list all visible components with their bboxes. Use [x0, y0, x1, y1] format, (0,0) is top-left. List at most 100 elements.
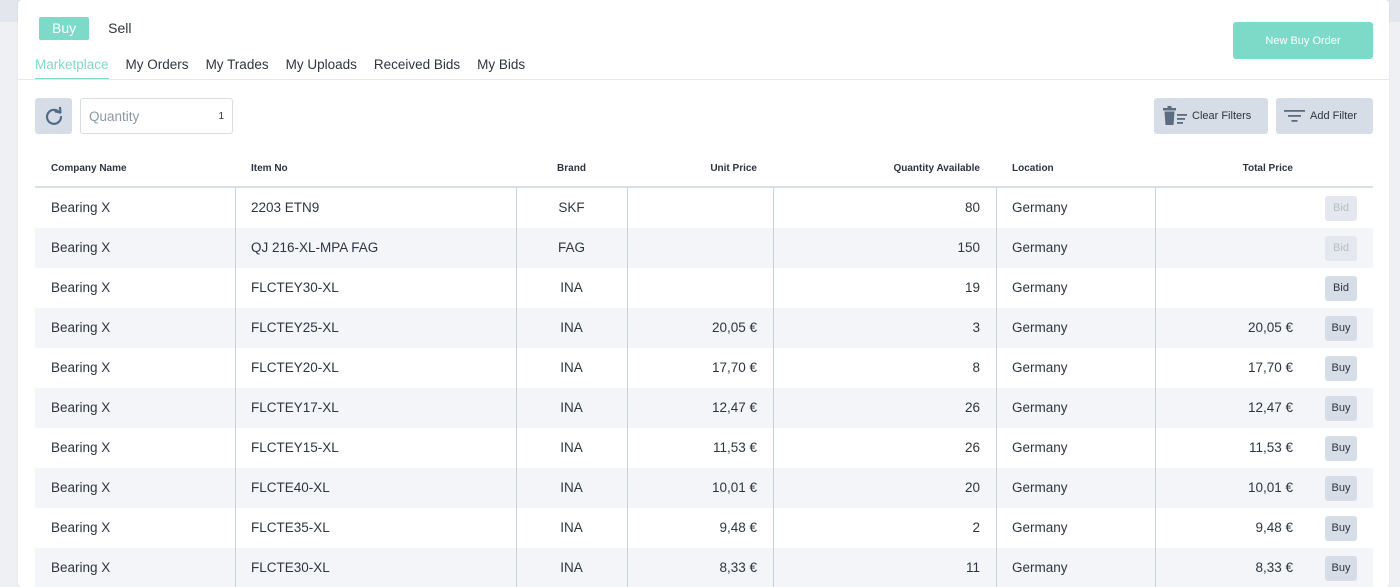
buy-button[interactable]: Buy	[1325, 395, 1357, 421]
company-cell: Bearing X	[51, 480, 111, 495]
total-price-cell: 10,01 €	[1247, 480, 1293, 495]
brand-cell: INA	[560, 480, 583, 495]
sell-mode-button[interactable]: Sell	[108, 20, 132, 36]
add-filter-label: Add Filter	[1310, 110, 1358, 122]
table-row: Bearing X FLCTE40-XL INA 10,01 € 20 Germany 10…	[35, 468, 1373, 508]
location-cell: Germany	[1012, 320, 1068, 335]
quantity-field[interactable]: Quantity 1	[80, 98, 233, 134]
buy-mode-button[interactable]: Buy	[39, 17, 90, 40]
buy-button[interactable]: Buy	[1325, 435, 1357, 461]
location-cell: Germany	[1012, 360, 1068, 375]
new-buy-order-button[interactable]: New Buy Order	[1233, 22, 1373, 59]
unit-price-cell	[627, 268, 773, 308]
quantity-cell: 8	[972, 360, 980, 375]
item-no-cell: FLCTEY15-XL	[251, 440, 339, 455]
location-cell: Germany	[1012, 200, 1068, 215]
column-divider	[996, 188, 997, 587]
action-cell: Buy	[1309, 548, 1373, 587]
marketplace-panel: Buy Sell Marketplace My Orders My Trades…	[18, 0, 1389, 587]
company-cell: Bearing X	[51, 240, 111, 255]
brand-cell: INA	[560, 280, 583, 295]
company-cell: Bearing X	[51, 200, 111, 215]
brand-cell: INA	[560, 560, 583, 575]
table-row: Bearing X QJ 216-XL-MPA FAG FAG 150 Germany B…	[35, 228, 1373, 268]
column-header-company[interactable]: Company Name	[51, 162, 127, 174]
tab-my-uploads[interactable]: My Uploads	[285, 57, 357, 72]
action-cell: Bid	[1309, 188, 1373, 228]
tab-my-bids[interactable]: My Bids	[477, 57, 526, 72]
unit-price-cell: 8,33 €	[719, 560, 757, 575]
total-price-cell: 20,05 €	[1247, 320, 1293, 335]
location-cell: Germany	[1012, 240, 1068, 255]
total-price-cell	[1155, 228, 1309, 268]
total-price-cell: 9,48 €	[1255, 520, 1293, 535]
quantity-value: 1	[218, 110, 224, 122]
table-row: Bearing X 2203 ETN9 SKF 80 Germany Bid	[35, 188, 1373, 228]
company-cell: Bearing X	[51, 320, 111, 335]
unit-price-cell: 10,01 €	[711, 480, 757, 495]
item-no-cell: FLCTE30-XL	[251, 560, 330, 575]
location-cell: Germany	[1012, 400, 1068, 415]
column-header-item-no[interactable]: Item No	[251, 162, 288, 174]
brand-cell: INA	[560, 440, 583, 455]
refresh-button[interactable]	[35, 98, 72, 134]
item-no-cell: FLCTE40-XL	[251, 480, 330, 495]
buy-button[interactable]: Buy	[1325, 355, 1357, 381]
column-header-total-price[interactable]: Total Price	[1242, 162, 1293, 174]
buy-sell-toggle: Buy Sell	[39, 17, 144, 40]
trash-filter-icon	[1163, 106, 1187, 125]
tab-received-bids[interactable]: Received Bids	[373, 57, 461, 72]
item-no-cell: FLCTE35-XL	[251, 520, 330, 535]
marketplace-table: Company Name Item No Brand Unit Price Qu…	[35, 150, 1373, 587]
company-cell: Bearing X	[51, 360, 111, 375]
location-cell: Germany	[1012, 520, 1068, 535]
refresh-icon	[45, 106, 62, 125]
buy-button[interactable]: Buy	[1325, 315, 1357, 341]
column-divider	[516, 188, 517, 587]
column-header-quantity[interactable]: Quantity Available	[893, 162, 980, 174]
total-price-cell: 11,53 €	[1248, 440, 1293, 455]
table-row: Bearing X FLCTE35-XL INA 9,48 € 2 Germany 9,48…	[35, 508, 1373, 548]
column-divider	[773, 188, 774, 587]
add-filter-button[interactable]: Add Filter	[1276, 98, 1373, 134]
total-price-cell: 8,33 €	[1255, 560, 1293, 575]
quantity-cell: 150	[957, 240, 980, 255]
column-header-location[interactable]: Location	[1012, 162, 1054, 174]
table-row: Bearing X FLCTEY17-XL INA 12,47 € 26 Germany 1…	[35, 388, 1373, 428]
buy-button[interactable]: Buy	[1325, 555, 1357, 581]
bid-button: Bid	[1325, 195, 1357, 221]
action-cell: Buy	[1309, 348, 1373, 388]
location-cell: Germany	[1012, 560, 1068, 575]
quantity-cell: 11	[965, 560, 980, 575]
quantity-cell: 80	[964, 200, 980, 215]
table-row: Bearing X FLCTE30-XL INA 8,33 € 11 Germany 8,3…	[35, 548, 1373, 587]
company-cell: Bearing X	[51, 440, 111, 455]
tab-my-trades[interactable]: My Trades	[205, 57, 269, 72]
tab-marketplace[interactable]: Marketplace	[35, 56, 109, 80]
quantity-cell: 2	[972, 520, 980, 535]
buy-button[interactable]: Buy	[1325, 515, 1357, 541]
column-divider	[627, 188, 628, 587]
header-divider	[18, 79, 1389, 80]
company-cell: Bearing X	[51, 520, 111, 535]
bid-button: Bid	[1325, 235, 1357, 261]
item-no-cell: FLCTEY25-XL	[251, 320, 339, 335]
buy-button[interactable]: Buy	[1325, 475, 1357, 501]
tab-my-orders[interactable]: My Orders	[125, 57, 189, 72]
clear-filters-button[interactable]: Clear Filters	[1154, 98, 1268, 134]
unit-price-cell: 12,47 €	[711, 400, 757, 415]
quantity-cell: 26	[964, 400, 980, 415]
column-divider	[1155, 188, 1156, 587]
column-header-unit-price[interactable]: Unit Price	[710, 162, 757, 174]
unit-price-cell: 20,05 €	[711, 320, 757, 335]
bid-button[interactable]: Bid	[1325, 275, 1357, 301]
table-row: Bearing X FLCTEY20-XL INA 17,70 € 8 Germany 17…	[35, 348, 1373, 388]
action-cell: Bid	[1309, 228, 1373, 268]
column-header-brand[interactable]: Brand	[557, 162, 586, 174]
table-row: Bearing X FLCTEY30-XL INA 19 Germany Bid	[35, 268, 1373, 308]
action-cell: Buy	[1309, 308, 1373, 348]
total-price-cell	[1155, 268, 1309, 308]
company-cell: Bearing X	[51, 280, 111, 295]
unit-price-cell: 9,48 €	[719, 520, 757, 535]
unit-price-cell	[627, 228, 773, 268]
